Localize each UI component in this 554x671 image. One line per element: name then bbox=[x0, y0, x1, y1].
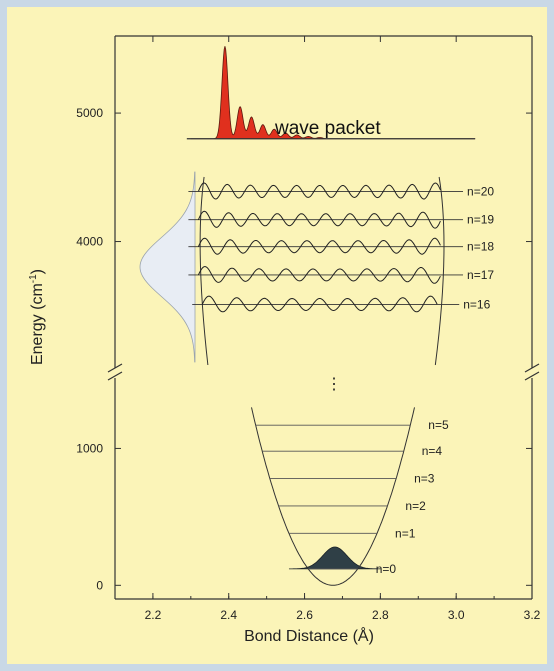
axis-break-right-a bbox=[524, 363, 540, 373]
x-tick-label: 2.4 bbox=[220, 608, 237, 622]
energy-level-chart: wave packet Bond Distance (Å) Energy (cm… bbox=[28, 35, 541, 645]
axes-layer bbox=[107, 35, 540, 600]
line-layer bbox=[186, 138, 476, 586]
level-label-n=1: n=1 bbox=[395, 526, 416, 540]
continuation-dots: ⋮ bbox=[326, 376, 342, 393]
x-tick-label: 3.2 bbox=[524, 608, 541, 622]
probe-profile bbox=[139, 171, 196, 363]
level-label-n=5: n=5 bbox=[428, 418, 449, 432]
y-tick-label: 4000 bbox=[76, 235, 103, 249]
wavefunction-curve bbox=[197, 210, 441, 229]
level-label-n=4: n=4 bbox=[422, 444, 443, 458]
wavefunction-curve bbox=[197, 182, 441, 200]
y-axis-title-superscript: -1 bbox=[28, 274, 39, 283]
axis-break-left-a bbox=[107, 363, 123, 373]
upper-wall-right bbox=[434, 176, 445, 366]
ground-state-gaussian bbox=[288, 546, 381, 570]
level-label-n=16: n=16 bbox=[463, 297, 490, 311]
x-axis-title: Bond Distance (Å) bbox=[244, 626, 374, 645]
wavefunction-curve bbox=[197, 237, 441, 255]
level-label-n=19: n=19 bbox=[467, 213, 494, 227]
figure-panel: wave packet Bond Distance (Å) Energy (cm… bbox=[7, 7, 547, 664]
axis-break-left-b bbox=[107, 371, 123, 381]
y-axis-title: Energy (cm-1) bbox=[28, 269, 46, 365]
y-tick-label: 5000 bbox=[76, 106, 103, 120]
y-axis-title-main: Energy (cm bbox=[29, 283, 46, 365]
wavefunction-curve bbox=[197, 266, 441, 284]
text-layer: wave packet Bond Distance (Å) Energy (cm… bbox=[28, 106, 541, 645]
x-tick-label: 2.2 bbox=[145, 608, 162, 622]
y-tick-label: 1000 bbox=[76, 441, 103, 455]
level-label-n=3: n=3 bbox=[414, 472, 435, 486]
x-tick-label: 2.8 bbox=[372, 608, 389, 622]
level-label-n=0: n=0 bbox=[376, 562, 397, 576]
level-label-n=20: n=20 bbox=[467, 184, 494, 198]
x-tick-label: 3.0 bbox=[448, 608, 465, 622]
y-axis-title-close: ) bbox=[29, 269, 46, 274]
wave-packet-annotation: wave packet bbox=[274, 118, 381, 139]
level-label-n=17: n=17 bbox=[467, 268, 494, 282]
x-tick-label: 2.6 bbox=[296, 608, 313, 622]
level-label-n=2: n=2 bbox=[405, 499, 426, 513]
upper-wall-left bbox=[199, 176, 209, 366]
y-tick-label: 0 bbox=[96, 578, 103, 592]
level-label-n=18: n=18 bbox=[467, 240, 494, 254]
axis-break-right-b bbox=[524, 371, 540, 381]
wavefunction-curve bbox=[201, 295, 438, 313]
